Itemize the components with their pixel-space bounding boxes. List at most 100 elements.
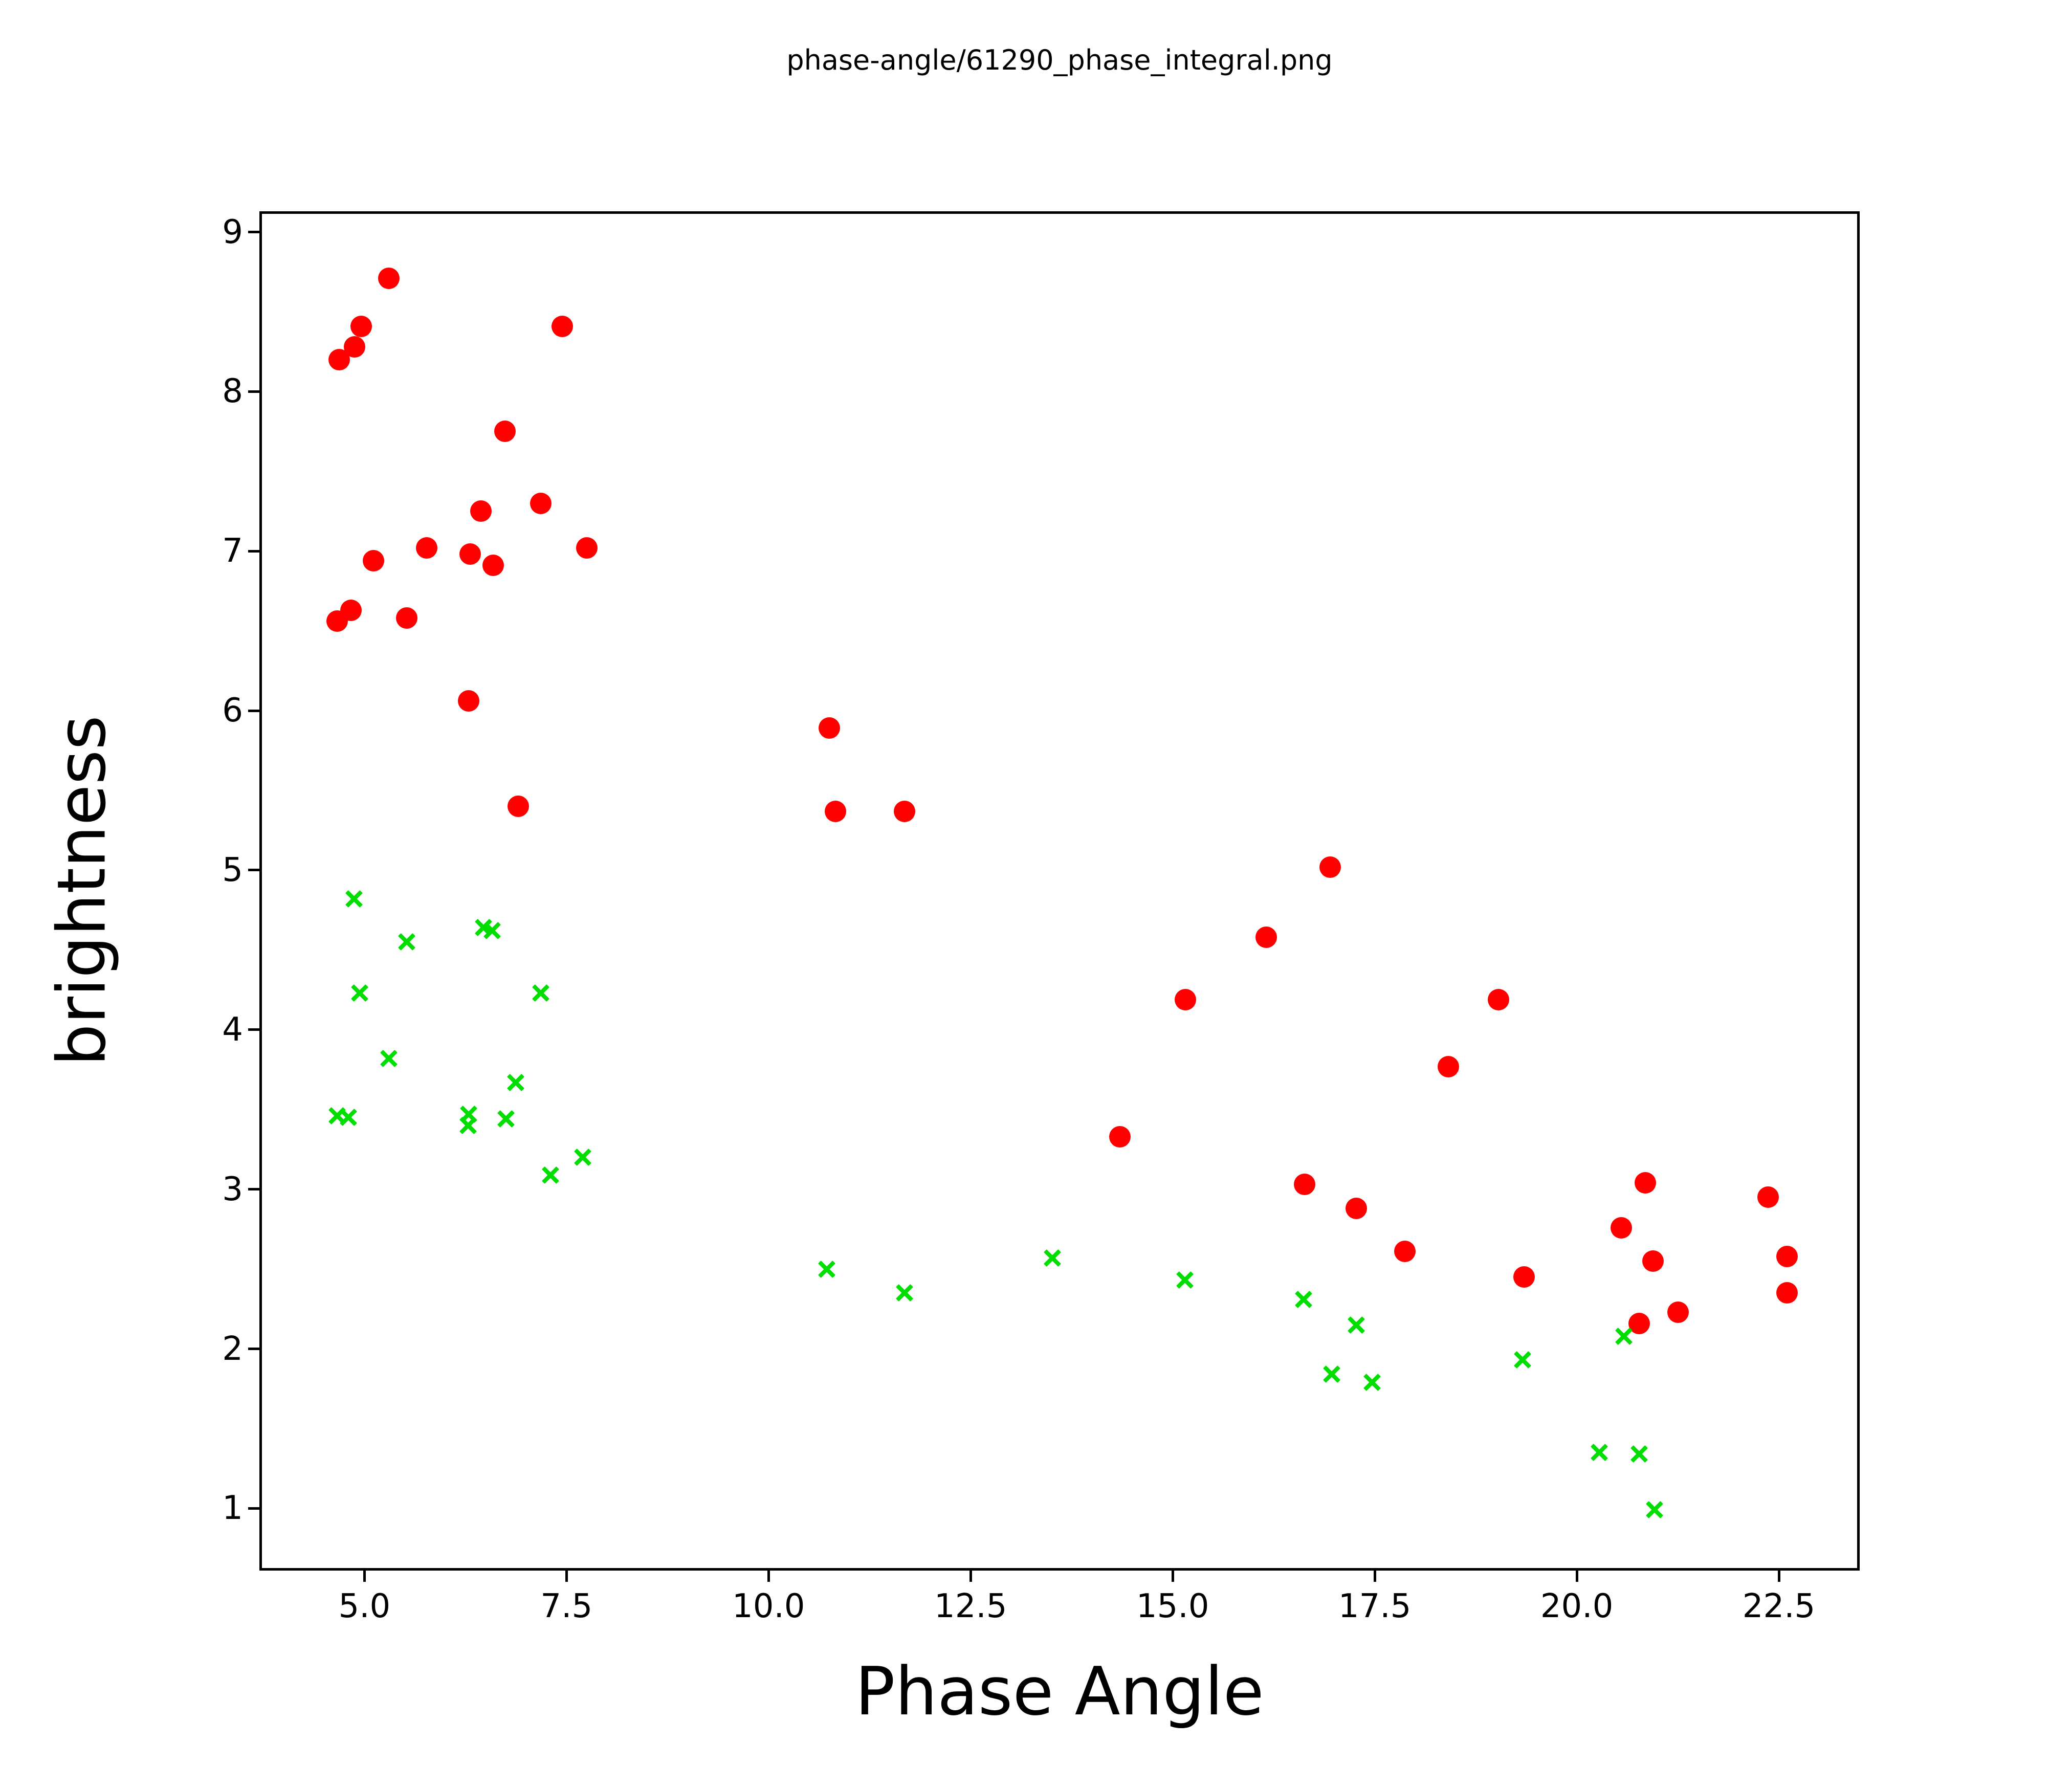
data-point-red-circles [818,717,840,739]
data-point-red-circles [1610,1217,1632,1239]
data-point-red-circles [350,315,372,337]
data-point-green-crosses [350,984,368,1002]
y-tick-label: 5 [222,851,243,889]
data-point-green-crosses [1295,1290,1313,1308]
x-tick [565,1571,568,1582]
data-point-green-crosses [1363,1374,1381,1391]
data-point-green-crosses [1043,1249,1061,1267]
data-point-red-circles [1776,1245,1798,1267]
y-tick [248,869,259,872]
plot-area [259,211,1860,1571]
x-tick [1171,1571,1174,1582]
data-point-red-circles [1293,1174,1315,1196]
data-point-red-circles [893,800,915,822]
y-tick-label: 9 [222,213,243,251]
data-point-red-circles [507,796,529,818]
data-point-red-circles [1175,988,1197,1010]
data-point-red-circles [1255,926,1277,948]
x-tick [1777,1571,1780,1582]
data-point-red-circles [1776,1282,1798,1304]
data-point-green-crosses [1176,1271,1194,1289]
data-point-red-circles [552,315,574,337]
y-axis-label: brightness [42,715,121,1066]
data-point-green-crosses [398,933,415,951]
y-tick-label: 1 [222,1489,243,1528]
data-point-red-circles [378,267,400,289]
data-point-green-crosses [1514,1351,1532,1369]
y-tick-label: 3 [222,1170,243,1208]
data-point-green-crosses [497,1110,515,1128]
data-point-green-crosses [483,922,501,940]
data-point-red-circles [1109,1126,1131,1148]
data-point-green-crosses [1630,1445,1648,1463]
y-tick-label: 8 [222,372,243,411]
y-tick [248,1188,259,1191]
data-point-green-crosses [818,1260,835,1278]
data-point-red-circles [1487,988,1509,1010]
y-tick-label: 2 [222,1330,243,1368]
data-point-green-crosses [506,1073,524,1091]
data-point-green-crosses [1323,1365,1341,1383]
data-point-green-crosses [541,1166,559,1184]
data-point-red-circles [416,537,438,559]
data-point-red-circles [326,610,348,632]
data-point-red-circles [458,690,480,712]
data-point-red-circles [1757,1186,1779,1208]
y-tick [248,390,259,393]
data-point-green-crosses [339,1109,357,1127]
data-point-red-circles [1394,1241,1416,1263]
data-point-red-circles [362,549,384,571]
data-point-red-circles [470,500,492,522]
x-tick [363,1571,366,1582]
x-tick [1373,1571,1376,1582]
data-point-red-circles [1319,856,1341,878]
x-tick-label: 22.5 [1742,1587,1816,1625]
data-point-red-circles [1635,1172,1657,1194]
data-point-red-circles [1513,1266,1535,1288]
data-point-green-crosses [345,890,363,908]
data-point-green-crosses [1615,1327,1633,1345]
x-tick-label: 12.5 [934,1587,1007,1625]
data-point-red-circles [1667,1301,1689,1323]
x-axis-label: Phase Angle [855,1652,1264,1730]
x-tick [969,1571,972,1582]
data-point-red-circles [344,336,366,358]
y-tick-label: 6 [222,692,243,730]
y-tick [248,549,259,553]
x-tick-label: 10.0 [732,1587,805,1625]
y-tick [248,1028,259,1031]
data-point-red-circles [1345,1198,1367,1220]
data-point-green-crosses [1347,1316,1365,1334]
data-point-red-circles [1642,1250,1664,1272]
y-tick [248,709,259,712]
x-tick [767,1571,770,1582]
x-tick-label: 17.5 [1338,1587,1412,1625]
data-point-green-crosses [532,984,549,1002]
data-point-red-circles [395,607,417,629]
data-point-red-circles [459,543,481,565]
data-point-green-crosses [1591,1444,1608,1462]
data-point-red-circles [1437,1055,1459,1077]
x-tick-label: 7.5 [540,1587,593,1625]
data-point-green-crosses [380,1049,398,1067]
data-point-green-crosses [574,1149,591,1166]
y-tick [248,231,259,234]
y-tick-label: 7 [222,532,243,570]
data-point-green-crosses [459,1116,477,1134]
data-point-red-circles [530,492,552,514]
x-tick [1575,1571,1578,1582]
x-tick-label: 5.0 [338,1587,391,1625]
y-tick-label: 4 [222,1010,243,1049]
chart-title: phase-angle/61290_phase_integral.png [786,44,1333,76]
data-point-red-circles [576,537,598,559]
data-point-green-crosses [895,1284,913,1302]
data-point-red-circles [494,421,516,443]
data-point-red-circles [825,800,847,822]
x-tick-label: 20.0 [1540,1587,1614,1625]
data-point-green-crosses [1645,1501,1663,1519]
x-tick-label: 15.0 [1136,1587,1209,1625]
y-tick [248,1348,259,1351]
y-tick [248,1507,259,1510]
data-point-red-circles [482,555,504,577]
